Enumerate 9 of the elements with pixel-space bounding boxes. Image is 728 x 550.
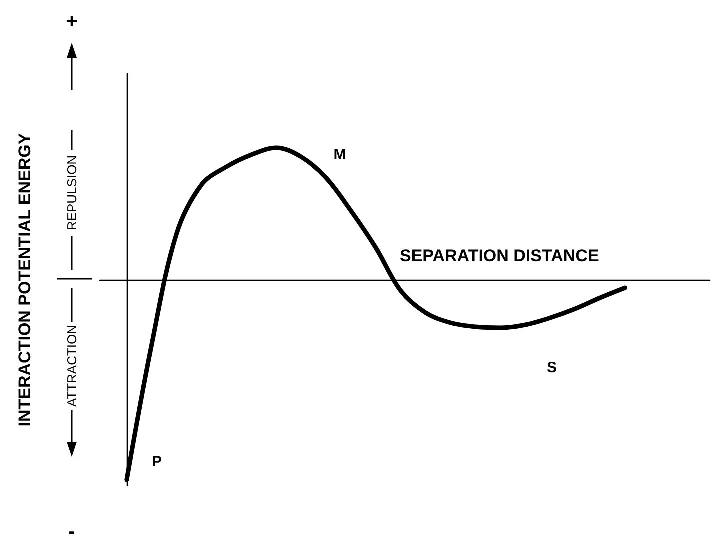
annotation: S xyxy=(546,360,558,376)
text: - xyxy=(68,521,76,543)
annotation: M xyxy=(334,146,346,164)
annotation: P xyxy=(152,454,162,470)
text: + xyxy=(66,11,78,33)
text: REPULSION xyxy=(64,155,80,231)
x-axis-title: SEPARATION DISTANCE xyxy=(400,246,600,266)
y-axis-title: INTERACTION POTENTIAL ENERGY xyxy=(16,132,34,427)
text: ATTRACTION xyxy=(64,324,80,408)
